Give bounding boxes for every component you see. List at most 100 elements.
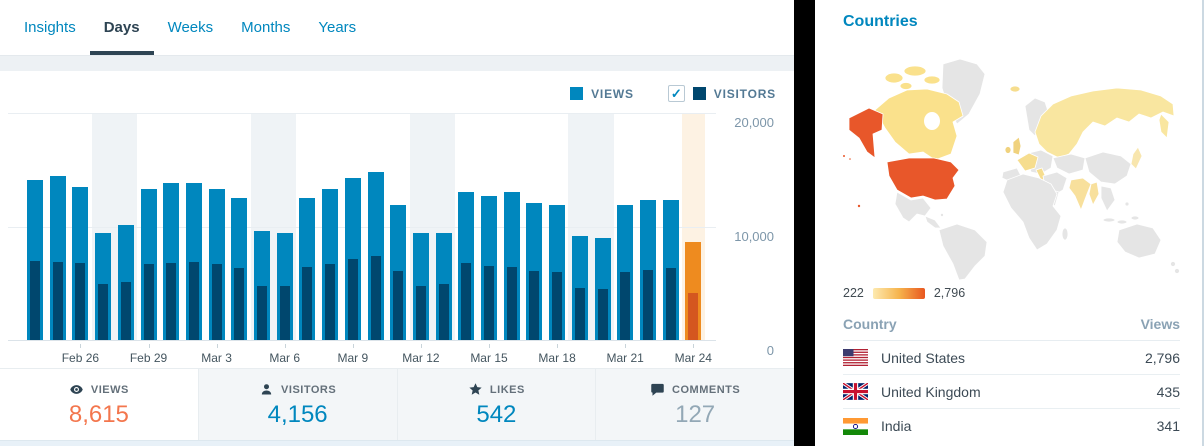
gridline-10000 bbox=[8, 227, 716, 228]
chart-legend: VIEWS ✓ VISITORS bbox=[570, 85, 776, 102]
flag-in-icon bbox=[843, 417, 868, 435]
legend-views-label: VIEWS bbox=[591, 86, 634, 101]
y-tick-label: 10,000 bbox=[734, 229, 774, 244]
views-tile[interactable]: VIEWS 8,615 bbox=[0, 369, 198, 440]
map-iceland bbox=[1009, 85, 1021, 93]
chart-bar-mar-21[interactable] bbox=[617, 113, 634, 341]
countries-table-header: Country Views bbox=[843, 316, 1180, 341]
tab-months[interactable]: Months bbox=[241, 19, 291, 36]
chart-bar-mar-23[interactable] bbox=[662, 113, 679, 341]
chart-bar-mar-16[interactable] bbox=[503, 113, 520, 341]
legend-visitors: ✓ VISITORS bbox=[667, 85, 776, 102]
chart-bar-mar-4[interactable] bbox=[231, 113, 248, 341]
summary-tiles: VIEWS 8,615 VISITORS 4,156 bbox=[0, 368, 794, 440]
chart-bar-mar-1[interactable] bbox=[163, 113, 180, 341]
map-heat-legend: 222 2,796 bbox=[843, 286, 965, 300]
map-caribbean bbox=[940, 212, 945, 217]
map-alaska bbox=[848, 107, 884, 159]
map-united-kingdom bbox=[1012, 136, 1022, 156]
chart-bar-mar-13[interactable] bbox=[435, 113, 452, 341]
chart-bar-mar-24[interactable] bbox=[685, 113, 702, 341]
table-row: United States 2,796 bbox=[843, 341, 1180, 375]
person-icon bbox=[261, 384, 272, 395]
gridline-20000 bbox=[8, 113, 716, 114]
chart-bar-mar-3[interactable] bbox=[208, 113, 225, 341]
visitors-checkbox[interactable]: ✓ bbox=[667, 85, 685, 102]
map-canada-islands bbox=[884, 65, 941, 90]
chart-bar-mar-7[interactable] bbox=[299, 113, 316, 341]
chart-bar-mar-8[interactable] bbox=[322, 113, 339, 341]
chart-bar-mar-17[interactable] bbox=[526, 113, 543, 341]
chart-bar-mar-22[interactable] bbox=[639, 113, 656, 341]
x-tick-mark bbox=[625, 344, 627, 348]
next-section-strip bbox=[0, 440, 794, 446]
map-africa bbox=[1002, 173, 1062, 251]
chart-bar-mar-9[interactable] bbox=[344, 113, 361, 341]
countries-title: Countries bbox=[843, 13, 918, 30]
flag-us-icon bbox=[843, 349, 868, 366]
map-west-europe bbox=[1016, 152, 1039, 172]
legend-visitors-label: VISITORS bbox=[713, 86, 776, 101]
chart-bar-feb-29[interactable] bbox=[140, 113, 157, 341]
visitors-bar bbox=[415, 286, 426, 340]
x-tick-label: Mar 12 bbox=[402, 351, 440, 365]
visitors-bar bbox=[120, 282, 131, 340]
visitors-bar bbox=[211, 264, 222, 340]
map-china bbox=[1084, 151, 1132, 185]
country-name: United Kingdom bbox=[881, 383, 981, 400]
chart-bar-mar-14[interactable] bbox=[458, 113, 475, 341]
x-tick-label: Mar 9 bbox=[337, 351, 369, 365]
visitors-bar bbox=[52, 262, 63, 340]
table-row: United Kingdom 435 bbox=[843, 375, 1180, 409]
chart-bar-feb-26[interactable] bbox=[72, 113, 89, 341]
chart-bar-mar-11[interactable] bbox=[390, 113, 407, 341]
heat-legend-min: 222 bbox=[843, 286, 864, 300]
x-tick-mark bbox=[284, 344, 286, 348]
chart-bar-feb-25[interactable] bbox=[49, 113, 66, 341]
map-indonesia bbox=[1130, 215, 1140, 221]
x-tick-label: Feb 26 bbox=[61, 351, 100, 365]
map-indonesia bbox=[1102, 217, 1116, 223]
eye-icon bbox=[70, 385, 83, 394]
visitors-bar bbox=[302, 267, 313, 340]
x-tick-mark bbox=[80, 344, 82, 348]
country-name: India bbox=[881, 418, 912, 434]
chart-bar-mar-18[interactable] bbox=[549, 113, 566, 341]
chart-bar-mar-2[interactable] bbox=[185, 113, 202, 341]
x-tick-label: Mar 3 bbox=[201, 351, 232, 365]
chart-bar-mar-12[interactable] bbox=[412, 113, 429, 341]
tab-days[interactable]: Days bbox=[89, 0, 154, 55]
map-aleutians bbox=[842, 154, 846, 158]
chart-bar-mar-20[interactable] bbox=[594, 113, 611, 341]
x-tick-label: Mar 18 bbox=[538, 351, 576, 365]
views-tile-value: 8,615 bbox=[68, 401, 129, 428]
visitors-tile[interactable]: VISITORS 4,156 bbox=[197, 369, 397, 440]
visitors-bar bbox=[188, 262, 199, 340]
chart-bar-feb-28[interactable] bbox=[117, 113, 134, 341]
chart-bar-mar-15[interactable] bbox=[481, 113, 497, 341]
map-india bbox=[1068, 177, 1092, 211]
chart-bar-mar-5[interactable] bbox=[254, 113, 270, 341]
chart-bar-feb-27[interactable] bbox=[95, 113, 112, 341]
map-new-zealand bbox=[1174, 268, 1180, 274]
tab-insights[interactable]: Insights bbox=[24, 19, 76, 36]
comments-tile[interactable]: COMMENTS 127 bbox=[595, 369, 794, 440]
likes-tile[interactable]: LIKES 542 bbox=[396, 369, 596, 440]
x-tick-mark bbox=[216, 344, 218, 348]
chart-bar-mar-10[interactable] bbox=[367, 113, 384, 341]
period-tabbar: Insights Days Weeks Months Years bbox=[0, 0, 794, 56]
visitors-bar bbox=[688, 293, 699, 340]
chart-bar-feb-24[interactable] bbox=[27, 113, 43, 341]
traffic-panel: Insights Days Weeks Months Years VIEWS ✓… bbox=[0, 0, 794, 446]
chart-bar-mar-19[interactable] bbox=[571, 113, 588, 341]
visitors-bar bbox=[143, 264, 154, 340]
legend-views: VIEWS bbox=[570, 87, 634, 101]
tab-years[interactable]: Years bbox=[318, 19, 357, 36]
visitors-bar bbox=[370, 256, 381, 340]
visitors-bar bbox=[257, 286, 267, 340]
y-tick-label: 0 bbox=[766, 343, 774, 358]
chart-bar-mar-6[interactable] bbox=[276, 113, 293, 341]
tab-weeks[interactable]: Weeks bbox=[167, 19, 214, 36]
visitors-swatch-icon bbox=[692, 87, 706, 100]
